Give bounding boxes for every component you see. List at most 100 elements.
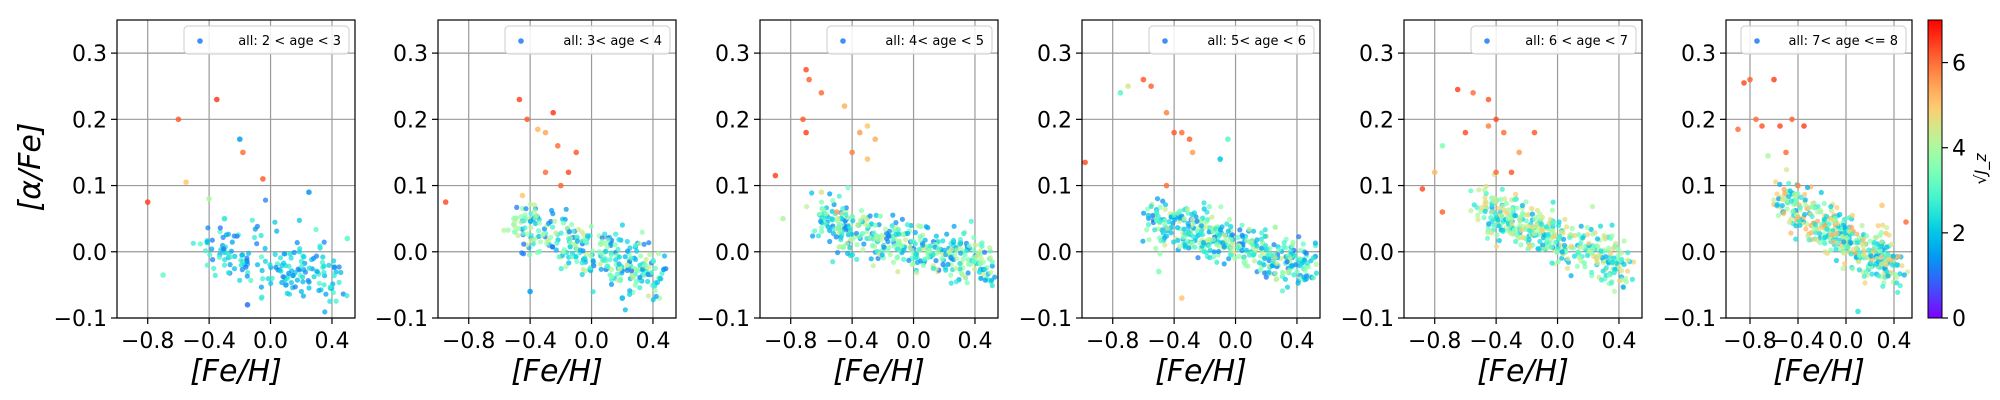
- y-tick-label: 0.1: [1681, 175, 1716, 200]
- data-point: [1273, 277, 1279, 283]
- data-point: [1777, 181, 1783, 187]
- x-tick-label: −0.4: [1147, 329, 1200, 354]
- data-point: [1609, 233, 1615, 239]
- data-point: [283, 282, 289, 288]
- data-point: [1849, 266, 1856, 272]
- data-point: [1242, 259, 1248, 265]
- data-point: [1821, 240, 1827, 246]
- data-point: [885, 239, 891, 245]
- data-point: [300, 274, 306, 280]
- data-point: [548, 234, 554, 240]
- data-point: [322, 309, 328, 315]
- data-point: [1486, 221, 1492, 227]
- data-point: [1259, 230, 1265, 236]
- data-point: [290, 272, 296, 279]
- data-point: [1281, 240, 1287, 246]
- data-point: [980, 271, 987, 277]
- data-point: [1774, 202, 1780, 208]
- data-point: [1596, 253, 1602, 259]
- data-point: [818, 225, 825, 231]
- data-point: [1262, 227, 1268, 233]
- x-tick-label: 0.0: [896, 329, 931, 354]
- data-point: [1777, 123, 1783, 129]
- data-point: [1808, 230, 1814, 236]
- data-point: [1614, 260, 1620, 267]
- data-point: [894, 255, 900, 261]
- data-point: [505, 227, 511, 233]
- data-point: [1747, 76, 1753, 83]
- x-tick-label: 0.0: [1540, 329, 1575, 354]
- data-point: [965, 270, 971, 276]
- data-point: [1484, 235, 1491, 241]
- data-point: [1601, 233, 1607, 239]
- data-point: [869, 243, 876, 249]
- data-point: [1584, 252, 1591, 259]
- data-point: [556, 254, 562, 260]
- data-point: [344, 235, 351, 242]
- data-point: [1853, 245, 1859, 251]
- data-point: [1216, 248, 1222, 255]
- data-point: [442, 199, 449, 205]
- data-point: [948, 272, 954, 278]
- data-point: [957, 266, 963, 272]
- data-point: [1529, 206, 1535, 212]
- data-point: [1482, 208, 1488, 214]
- data-point: [598, 266, 604, 272]
- data-point: [1625, 250, 1631, 256]
- data-point: [604, 263, 610, 269]
- data-point: [1621, 261, 1627, 267]
- data-point: [633, 256, 639, 263]
- data-point: [1840, 250, 1846, 256]
- data-point: [1498, 197, 1504, 203]
- data-point: [645, 293, 652, 299]
- data-point: [895, 227, 902, 233]
- legend: all: 2 < age < 3: [183, 25, 350, 55]
- data-point: [1470, 90, 1476, 96]
- data-point: [948, 280, 954, 286]
- data-point: [301, 254, 307, 260]
- data-point: [1485, 123, 1492, 129]
- data-point: [160, 272, 166, 278]
- legend: all: 3< age < 4: [504, 25, 671, 55]
- data-point: [1893, 262, 1899, 268]
- data-point: [202, 248, 209, 254]
- data-point: [207, 252, 213, 258]
- data-point: [221, 246, 227, 252]
- data-point: [1561, 242, 1568, 249]
- data-point: [645, 278, 651, 285]
- legend-label: all: 5< age < 6: [1207, 34, 1306, 49]
- data-point: [1735, 126, 1741, 133]
- data-point: [1203, 250, 1209, 256]
- data-point: [1517, 218, 1523, 224]
- data-point: [1880, 222, 1886, 228]
- data-point: [1578, 223, 1584, 229]
- data-point: [1153, 217, 1160, 223]
- data-point: [989, 263, 995, 269]
- data-point: [1523, 218, 1529, 224]
- data-point: [858, 208, 865, 214]
- data-point: [1431, 169, 1438, 176]
- plot-area: [438, 20, 676, 318]
- data-point: [1824, 226, 1830, 232]
- data-point: [891, 243, 897, 249]
- data-point: [1606, 272, 1612, 278]
- data-point: [804, 204, 810, 210]
- data-point: [515, 233, 521, 239]
- data-point: [212, 272, 218, 278]
- data-point: [642, 262, 648, 268]
- data-point: [1419, 186, 1426, 192]
- data-point: [901, 256, 907, 262]
- data-point: [1203, 224, 1209, 230]
- x-tick-label: 0.4: [1279, 329, 1314, 354]
- data-point: [1496, 238, 1502, 244]
- data-point: [657, 275, 663, 281]
- data-point: [1160, 228, 1166, 234]
- data-point: [1239, 222, 1245, 228]
- data-point: [1802, 197, 1808, 203]
- x-tick-label: 0.0: [574, 329, 609, 354]
- data-point: [336, 279, 342, 285]
- data-point: [1519, 202, 1525, 209]
- data-point: [1631, 259, 1637, 265]
- data-point: [971, 247, 977, 253]
- data-point: [1623, 279, 1629, 285]
